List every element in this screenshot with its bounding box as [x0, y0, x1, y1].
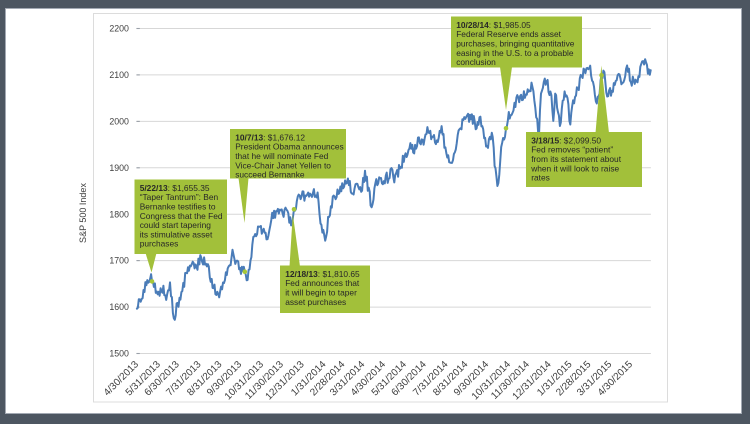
svg-text:when it will look to raise: when it will look to raise: [530, 163, 619, 173]
svg-text:purchases, bringing quantitati: purchases, bringing quantitative: [456, 39, 575, 49]
svg-text:conclusion: conclusion: [456, 57, 496, 67]
svg-text:5/22/13: $1,655.35: 5/22/13: $1,655.35: [140, 183, 210, 193]
svg-text:Congress that the Fed: Congress that the Fed: [140, 211, 223, 221]
svg-text:Fed announces that: Fed announces that: [285, 278, 360, 288]
svg-text:its stimulative asset: its stimulative asset: [140, 229, 213, 239]
svg-text:10/7/13: $1,676.12: 10/7/13: $1,676.12: [235, 132, 305, 142]
svg-text:2100: 2100: [109, 70, 129, 80]
svg-text:2200: 2200: [109, 24, 129, 34]
svg-text:succeed Bernanke: succeed Bernanke: [235, 170, 305, 180]
svg-text:Fed removes “patient”: Fed removes “patient”: [531, 145, 613, 155]
svg-text:2000: 2000: [109, 117, 129, 127]
svg-text:Federal Reserve ends asset: Federal Reserve ends asset: [456, 29, 561, 39]
svg-text:S&P 500 Index: S&P 500 Index: [78, 183, 88, 243]
svg-text:1500: 1500: [109, 349, 129, 359]
svg-text:1600: 1600: [109, 302, 129, 312]
svg-text:Vice-Chair Janet Yellen to: Vice-Chair Janet Yellen to: [235, 160, 331, 170]
svg-text:easing in the U.S. to a probab: easing in the U.S. to a probable: [456, 48, 574, 58]
svg-text:rates: rates: [531, 173, 550, 183]
svg-text:1700: 1700: [109, 256, 129, 266]
svg-text:that he will nominate Fed: that he will nominate Fed: [235, 151, 328, 161]
svg-text:President Obama announces: President Obama announces: [235, 142, 343, 152]
svg-text:purchases: purchases: [140, 239, 179, 249]
svg-text:from its statement about: from its statement about: [531, 154, 622, 164]
svg-text:“Taper Tantrum”: Ben: “Taper Tantrum”: Ben: [140, 192, 219, 202]
svg-text:could start tapering: could start tapering: [140, 220, 212, 230]
svg-text:1900: 1900: [109, 163, 129, 173]
svg-text:12/18/13: $1,810.65: 12/18/13: $1,810.65: [285, 269, 360, 279]
svg-text:1800: 1800: [109, 209, 129, 219]
svg-text:Bernanke testifies to: Bernanke testifies to: [140, 202, 216, 212]
svg-text:10/28/14: $1,985.05: 10/28/14: $1,985.05: [456, 20, 531, 30]
svg-text:it will begin to taper: it will begin to taper: [285, 288, 357, 298]
svg-text:asset purchases: asset purchases: [285, 297, 346, 307]
svg-text:3/18/15: $2,099.50: 3/18/15: $2,099.50: [531, 135, 601, 145]
